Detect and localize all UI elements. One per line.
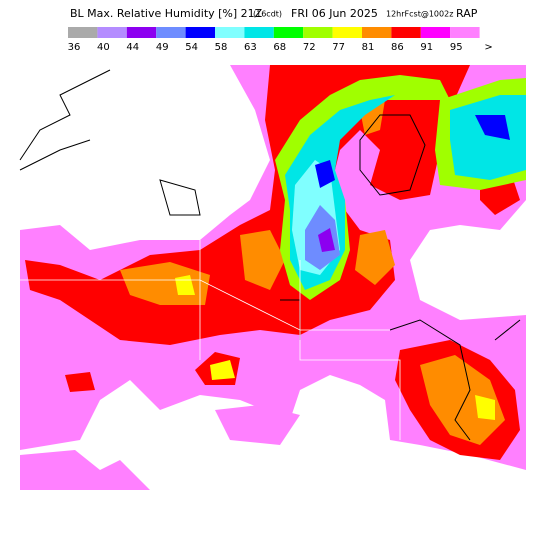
legend-label: 63 <box>244 42 257 53</box>
legend-label: 72 <box>303 42 316 53</box>
legend-label: 54 <box>185 42 198 53</box>
legend-label: 49 <box>156 42 169 53</box>
title-model: RAP <box>456 7 478 20</box>
boundaries <box>19 69 521 441</box>
legend-swatch <box>450 27 480 38</box>
legend-label: 86 <box>391 42 404 53</box>
humidity-field <box>20 65 526 490</box>
legend-label: 91 <box>420 42 433 53</box>
title: BL Max. Relative Humidity [%] 21Z <box>70 7 263 20</box>
map <box>19 65 526 490</box>
legend-label: 36 <box>68 42 81 53</box>
legend-swatch <box>303 27 333 38</box>
legend-swatch <box>68 27 98 38</box>
legend-label: 95 <box>450 42 463 53</box>
legend-swatch <box>362 27 392 38</box>
legend-swatch <box>420 27 451 38</box>
legend-swatch <box>391 27 421 38</box>
title-forecast: 12hrFcst@1002z <box>386 10 453 19</box>
title-date: FRI 06 Jun 2025 <box>291 7 378 20</box>
legend: 36 40 44 49 54 58 63 68 72 77 81 86 91 95 > <box>68 27 493 53</box>
legend-label: 68 <box>273 42 286 53</box>
legend-swatch <box>97 27 127 38</box>
title-local-time: (16cdt) <box>253 10 282 19</box>
legend-label: 58 <box>215 42 228 53</box>
legend-label: 44 <box>126 42 139 53</box>
legend-label: 40 <box>97 42 110 53</box>
legend-label: > <box>484 42 492 53</box>
legend-swatch <box>244 27 274 38</box>
legend-label: 77 <box>332 42 345 53</box>
legend-swatch <box>273 27 304 38</box>
legend-swatch <box>126 27 157 38</box>
legend-swatch <box>156 27 186 38</box>
legend-swatch <box>185 27 215 38</box>
legend-swatch <box>215 27 245 38</box>
legend-swatch <box>332 27 362 38</box>
legend-label: 81 <box>362 42 375 53</box>
state-lines <box>20 240 401 440</box>
